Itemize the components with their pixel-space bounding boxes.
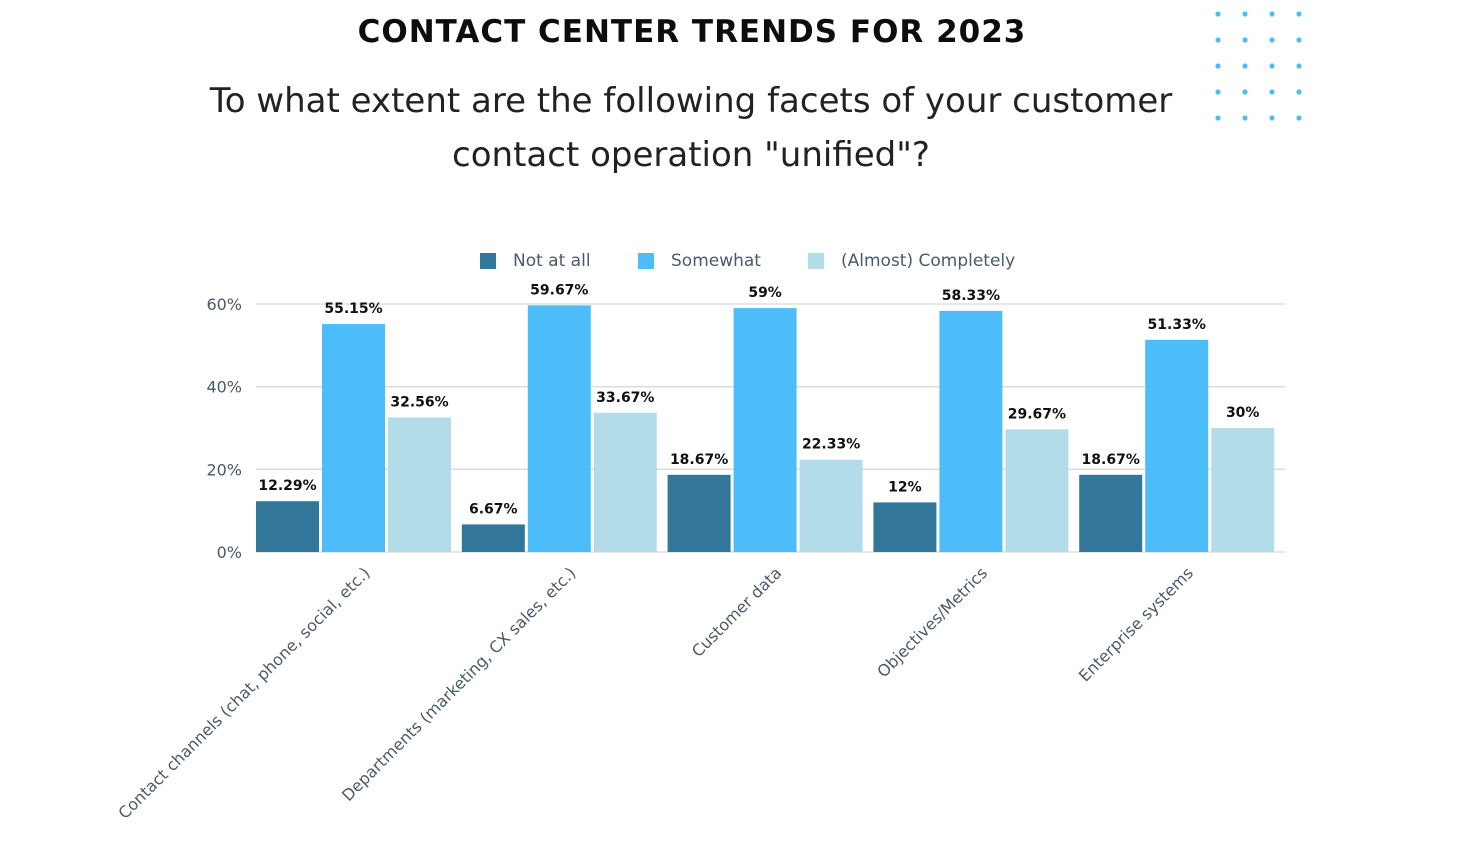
data-label: 18.67%	[1082, 452, 1140, 468]
bar	[1079, 474, 1143, 552]
x-tick-label: Customer data	[688, 563, 785, 660]
data-label: 51.33%	[1148, 317, 1206, 333]
legend-label: Somewhat	[671, 251, 761, 271]
y-tick-label: 60%	[206, 295, 242, 314]
decorative-dot	[1296, 89, 1302, 95]
bar	[593, 412, 657, 552]
data-label: 12.29%	[258, 478, 316, 494]
data-label: 59.67%	[530, 282, 588, 298]
data-label: 59%	[748, 285, 782, 301]
decorative-dot	[1242, 11, 1248, 17]
data-label: 55.15%	[324, 301, 382, 317]
decorative-dot	[1269, 115, 1275, 121]
data-label: 6.67%	[469, 501, 518, 517]
x-tick-label: Objectives/Metrics	[873, 563, 991, 681]
bar	[388, 417, 451, 552]
decorative-dot	[1242, 37, 1248, 43]
legend-label: (Almost) Completely	[841, 251, 1015, 271]
data-label: 58.33%	[942, 288, 1000, 304]
data-label: 22.33%	[802, 437, 860, 453]
decorative-dot	[1269, 37, 1275, 43]
bar	[873, 502, 937, 552]
decorative-dot	[1296, 63, 1302, 69]
bar	[1005, 429, 1069, 552]
bar	[461, 524, 525, 552]
bar	[256, 501, 319, 552]
legend-label: Not at all	[513, 251, 591, 271]
data-label: 12%	[888, 479, 922, 495]
bar	[939, 310, 1003, 552]
decorative-dot	[1296, 115, 1302, 121]
y-tick-label: 0%	[217, 543, 242, 562]
bar	[1211, 428, 1275, 552]
y-tick-label: 40%	[206, 378, 242, 397]
x-tick-label: Enterprise systems	[1075, 563, 1197, 685]
decorative-dot	[1296, 11, 1302, 17]
decorative-dot	[1215, 63, 1221, 69]
bar	[799, 459, 863, 552]
data-label: 29.67%	[1008, 406, 1066, 422]
x-tick-label: Contact channels (chat, phone, social, e…	[114, 563, 373, 822]
legend-swatch	[808, 253, 824, 269]
decorative-dot	[1269, 11, 1275, 17]
data-label: 18.67%	[670, 452, 728, 468]
bar	[1145, 339, 1209, 552]
data-label: 32.56%	[390, 394, 448, 410]
y-tick-label: 20%	[206, 460, 242, 479]
legend-swatch	[638, 253, 654, 269]
decorative-dot	[1215, 11, 1221, 17]
decorative-dot	[1296, 37, 1302, 43]
page-subtitle: To what extent are the following facets …	[209, 81, 1173, 175]
decorative-dot	[1242, 89, 1248, 95]
legend-swatch	[480, 253, 496, 269]
decorative-dot	[1215, 89, 1221, 95]
decorative-dot	[1215, 37, 1221, 43]
x-tick-label: Departments (marketing, CX sales, etc.)	[338, 563, 580, 805]
decorative-dot	[1242, 115, 1248, 121]
decorative-dot-grid	[1215, 11, 1302, 121]
data-label: 33.67%	[596, 390, 654, 406]
data-label: 30%	[1226, 405, 1260, 421]
bar	[667, 474, 731, 552]
bar	[322, 324, 385, 552]
bar	[527, 305, 591, 552]
decorative-dot	[1269, 89, 1275, 95]
decorative-dot	[1242, 63, 1248, 69]
decorative-dot	[1269, 63, 1275, 69]
decorative-dot	[1215, 115, 1221, 121]
bar	[733, 308, 797, 552]
page-title: CONTACT CENTER TRENDS FOR 2023	[357, 14, 1027, 50]
